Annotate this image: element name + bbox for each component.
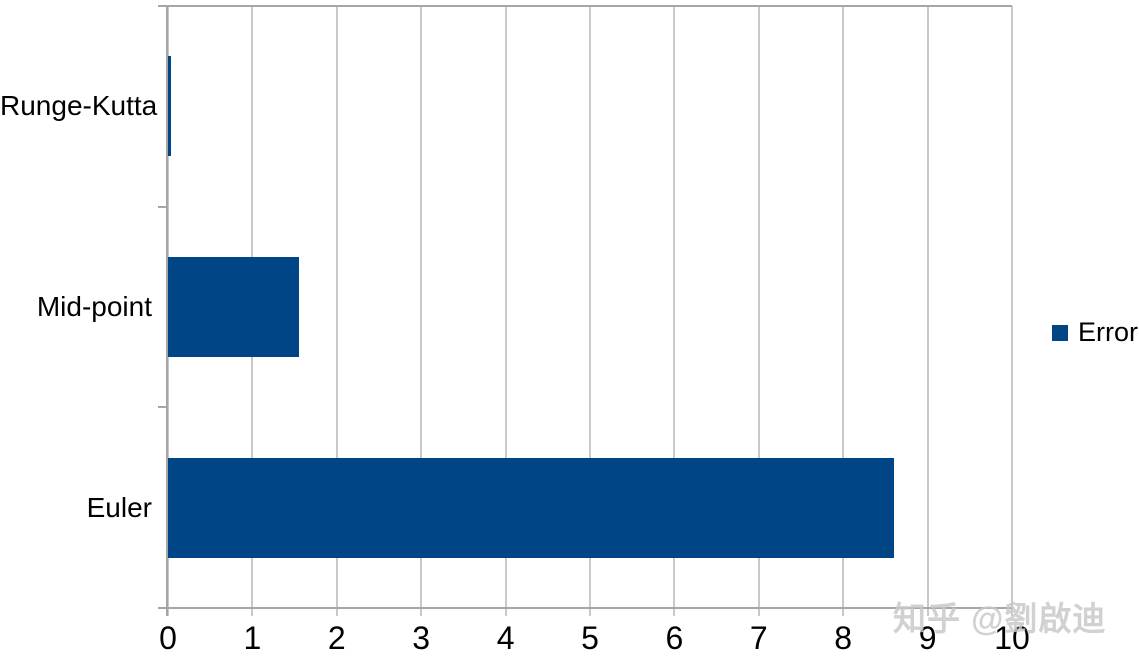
vertical-gridline bbox=[335, 6, 338, 616]
x-tick-label: 7 bbox=[749, 620, 768, 656]
data-bar bbox=[168, 457, 894, 558]
data-bar bbox=[168, 257, 299, 357]
category-label: Mid-point bbox=[36, 291, 152, 322]
x-tick-label: 5 bbox=[581, 620, 599, 656]
x-tick-label: 4 bbox=[496, 620, 515, 656]
x-tick-label: 1 bbox=[243, 620, 262, 656]
category-label: Euler bbox=[86, 491, 152, 523]
x-axis-line bbox=[158, 607, 1012, 609]
watermark: 知乎 @劉啟迪 bbox=[893, 600, 1107, 637]
legend-label: Error bbox=[1078, 317, 1138, 347]
vertical-gridline bbox=[504, 6, 507, 616]
category-label: Runge-Kutta bbox=[0, 90, 158, 122]
x-tick-label: 10 bbox=[994, 620, 1030, 656]
plot-top-border bbox=[158, 5, 1012, 7]
y-axis-line bbox=[166, 6, 168, 616]
legend: Error bbox=[1052, 319, 1138, 346]
category-tick bbox=[158, 205, 168, 208]
vertical-gridline bbox=[842, 6, 845, 616]
vertical-gridline bbox=[589, 6, 591, 616]
vertical-gridline bbox=[673, 6, 676, 616]
x-tick-label: 8 bbox=[834, 620, 853, 656]
x-tick-label: 6 bbox=[665, 620, 684, 656]
x-tick-label: 0 bbox=[159, 620, 177, 656]
vertical-gridline bbox=[420, 6, 423, 616]
x-tick-label: 3 bbox=[412, 620, 431, 656]
vertical-gridline bbox=[757, 6, 760, 616]
legend-swatch bbox=[1052, 324, 1068, 341]
x-tick-label: 9 bbox=[918, 620, 937, 656]
vertical-gridline bbox=[1011, 6, 1013, 616]
category-tick bbox=[158, 406, 168, 409]
vertical-gridline bbox=[926, 6, 929, 616]
data-bar bbox=[168, 56, 171, 157]
x-tick-label: 2 bbox=[327, 620, 346, 656]
